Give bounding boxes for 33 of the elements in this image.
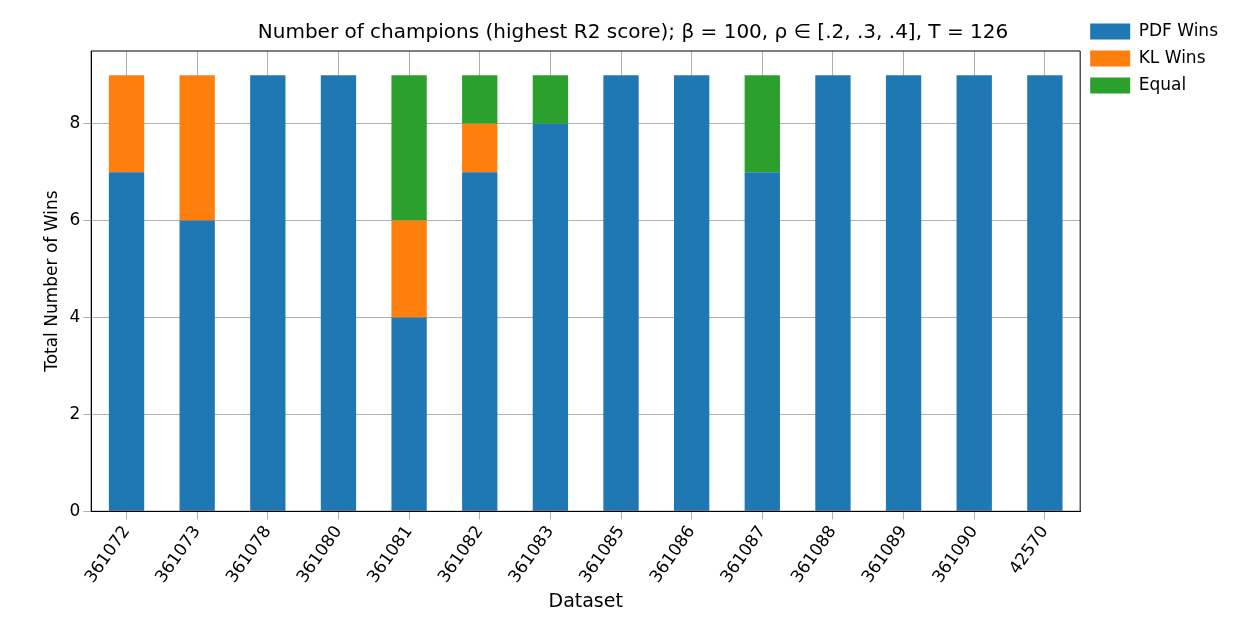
bar bbox=[532, 123, 569, 511]
bar bbox=[674, 75, 710, 511]
bar bbox=[744, 75, 780, 173]
bar bbox=[391, 317, 427, 511]
x-axis-title: Dataset bbox=[548, 588, 623, 611]
legend-label: PDF Wins bbox=[1138, 19, 1219, 40]
y-axis-title: Total Number of Wins bbox=[40, 190, 61, 373]
y-tick-label: 4 bbox=[69, 305, 81, 326]
bar bbox=[603, 75, 639, 511]
bar bbox=[108, 172, 145, 511]
bar bbox=[956, 75, 992, 511]
bar bbox=[391, 220, 427, 318]
legend-label: KL Wins bbox=[1138, 46, 1206, 67]
bar bbox=[320, 75, 357, 511]
y-tick-label: 8 bbox=[69, 112, 81, 133]
bar bbox=[179, 75, 215, 221]
y-tick-label: 2 bbox=[69, 402, 81, 423]
bar bbox=[462, 123, 498, 173]
bar bbox=[108, 75, 145, 173]
bar bbox=[1027, 75, 1063, 511]
bar bbox=[462, 172, 498, 511]
y-tick-label: 0 bbox=[69, 499, 81, 520]
bar bbox=[462, 75, 498, 124]
bar bbox=[815, 75, 851, 511]
bar bbox=[391, 75, 427, 221]
bar bbox=[744, 172, 780, 511]
bar bbox=[885, 75, 922, 511]
bar bbox=[532, 75, 569, 124]
bar bbox=[179, 220, 215, 511]
legend-label: Equal bbox=[1138, 73, 1187, 94]
chart-title: Number of champions (highest R2 score); β = 100, ρ ∈ [.2, .3, .4], T = 126 bbox=[257, 19, 1009, 44]
y-tick-label: 6 bbox=[69, 209, 81, 230]
bar bbox=[250, 75, 286, 511]
